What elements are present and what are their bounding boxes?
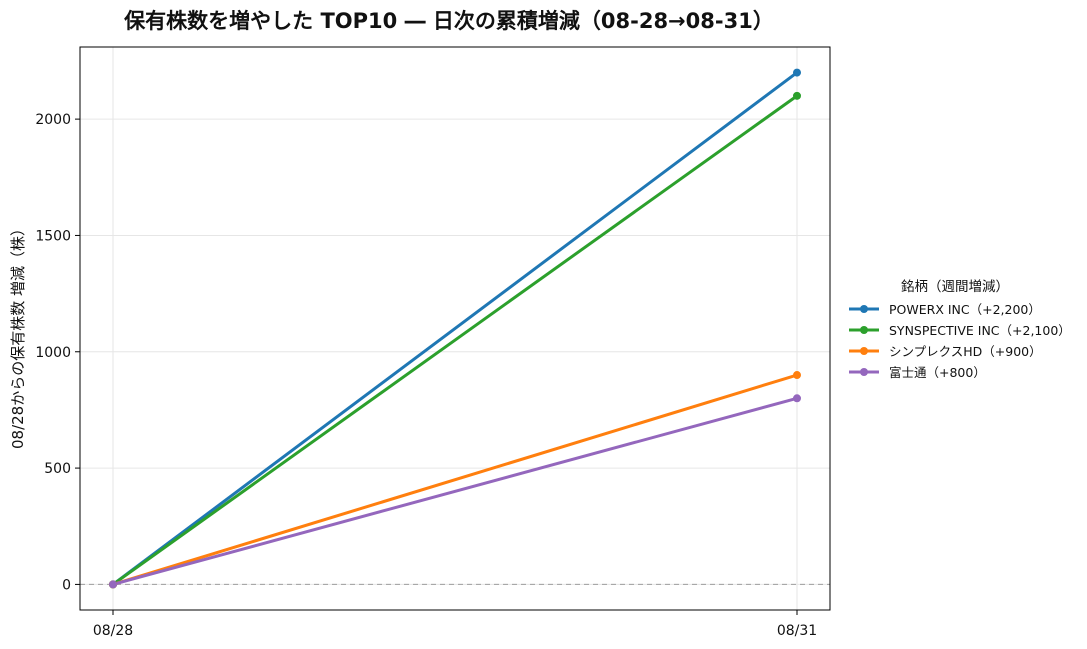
series-point	[793, 394, 801, 403]
x-tick-label: 08/31	[777, 623, 817, 639]
legend-swatch-marker	[860, 368, 868, 376]
legend-swatch-marker	[860, 326, 868, 334]
x-tick-label: 08/28	[93, 623, 133, 639]
chart-title: 保有株数を増やした TOP10 ― 日次の累積増減（08-28→08-31）	[123, 9, 774, 33]
y-tick-label: 1000	[35, 345, 71, 361]
y-tick-label: 2000	[35, 112, 71, 128]
series-line	[111, 71, 799, 586]
legend-swatch-marker	[860, 347, 868, 355]
y-axis-label: 08/28からの保有株数 増減（株）	[9, 221, 27, 449]
legend: 銘柄（週間増減） POWERX INC（+2,200） SYNSPECTIVE I…	[849, 278, 1071, 380]
series-line	[111, 396, 799, 586]
legend-label: シンプレクスHD（+900）	[889, 344, 1042, 359]
series-line	[111, 373, 799, 586]
legend-label: 富士通（+800）	[889, 365, 986, 380]
plot-area	[79, 46, 831, 611]
legend-title: 銘柄（週間増減）	[901, 278, 1009, 295]
series-point	[109, 580, 117, 589]
legend-label: SYNSPECTIVE INC（+2,100）	[889, 323, 1071, 338]
series-line	[111, 94, 799, 586]
y-tick-label: 500	[44, 461, 71, 477]
y-tick-label: 1500	[35, 228, 71, 244]
series-point	[793, 68, 801, 77]
legend-label: POWERX INC（+2,200）	[889, 302, 1041, 317]
y-axis: 0 500 1000 1500 2000	[35, 112, 80, 593]
series-group	[109, 68, 801, 589]
legend-swatch-marker	[860, 305, 868, 313]
x-axis: 08/28 08/31	[93, 610, 817, 639]
y-tick-label: 0	[62, 577, 71, 593]
series-point	[793, 371, 801, 380]
grid	[80, 47, 830, 610]
series-point	[793, 91, 801, 100]
